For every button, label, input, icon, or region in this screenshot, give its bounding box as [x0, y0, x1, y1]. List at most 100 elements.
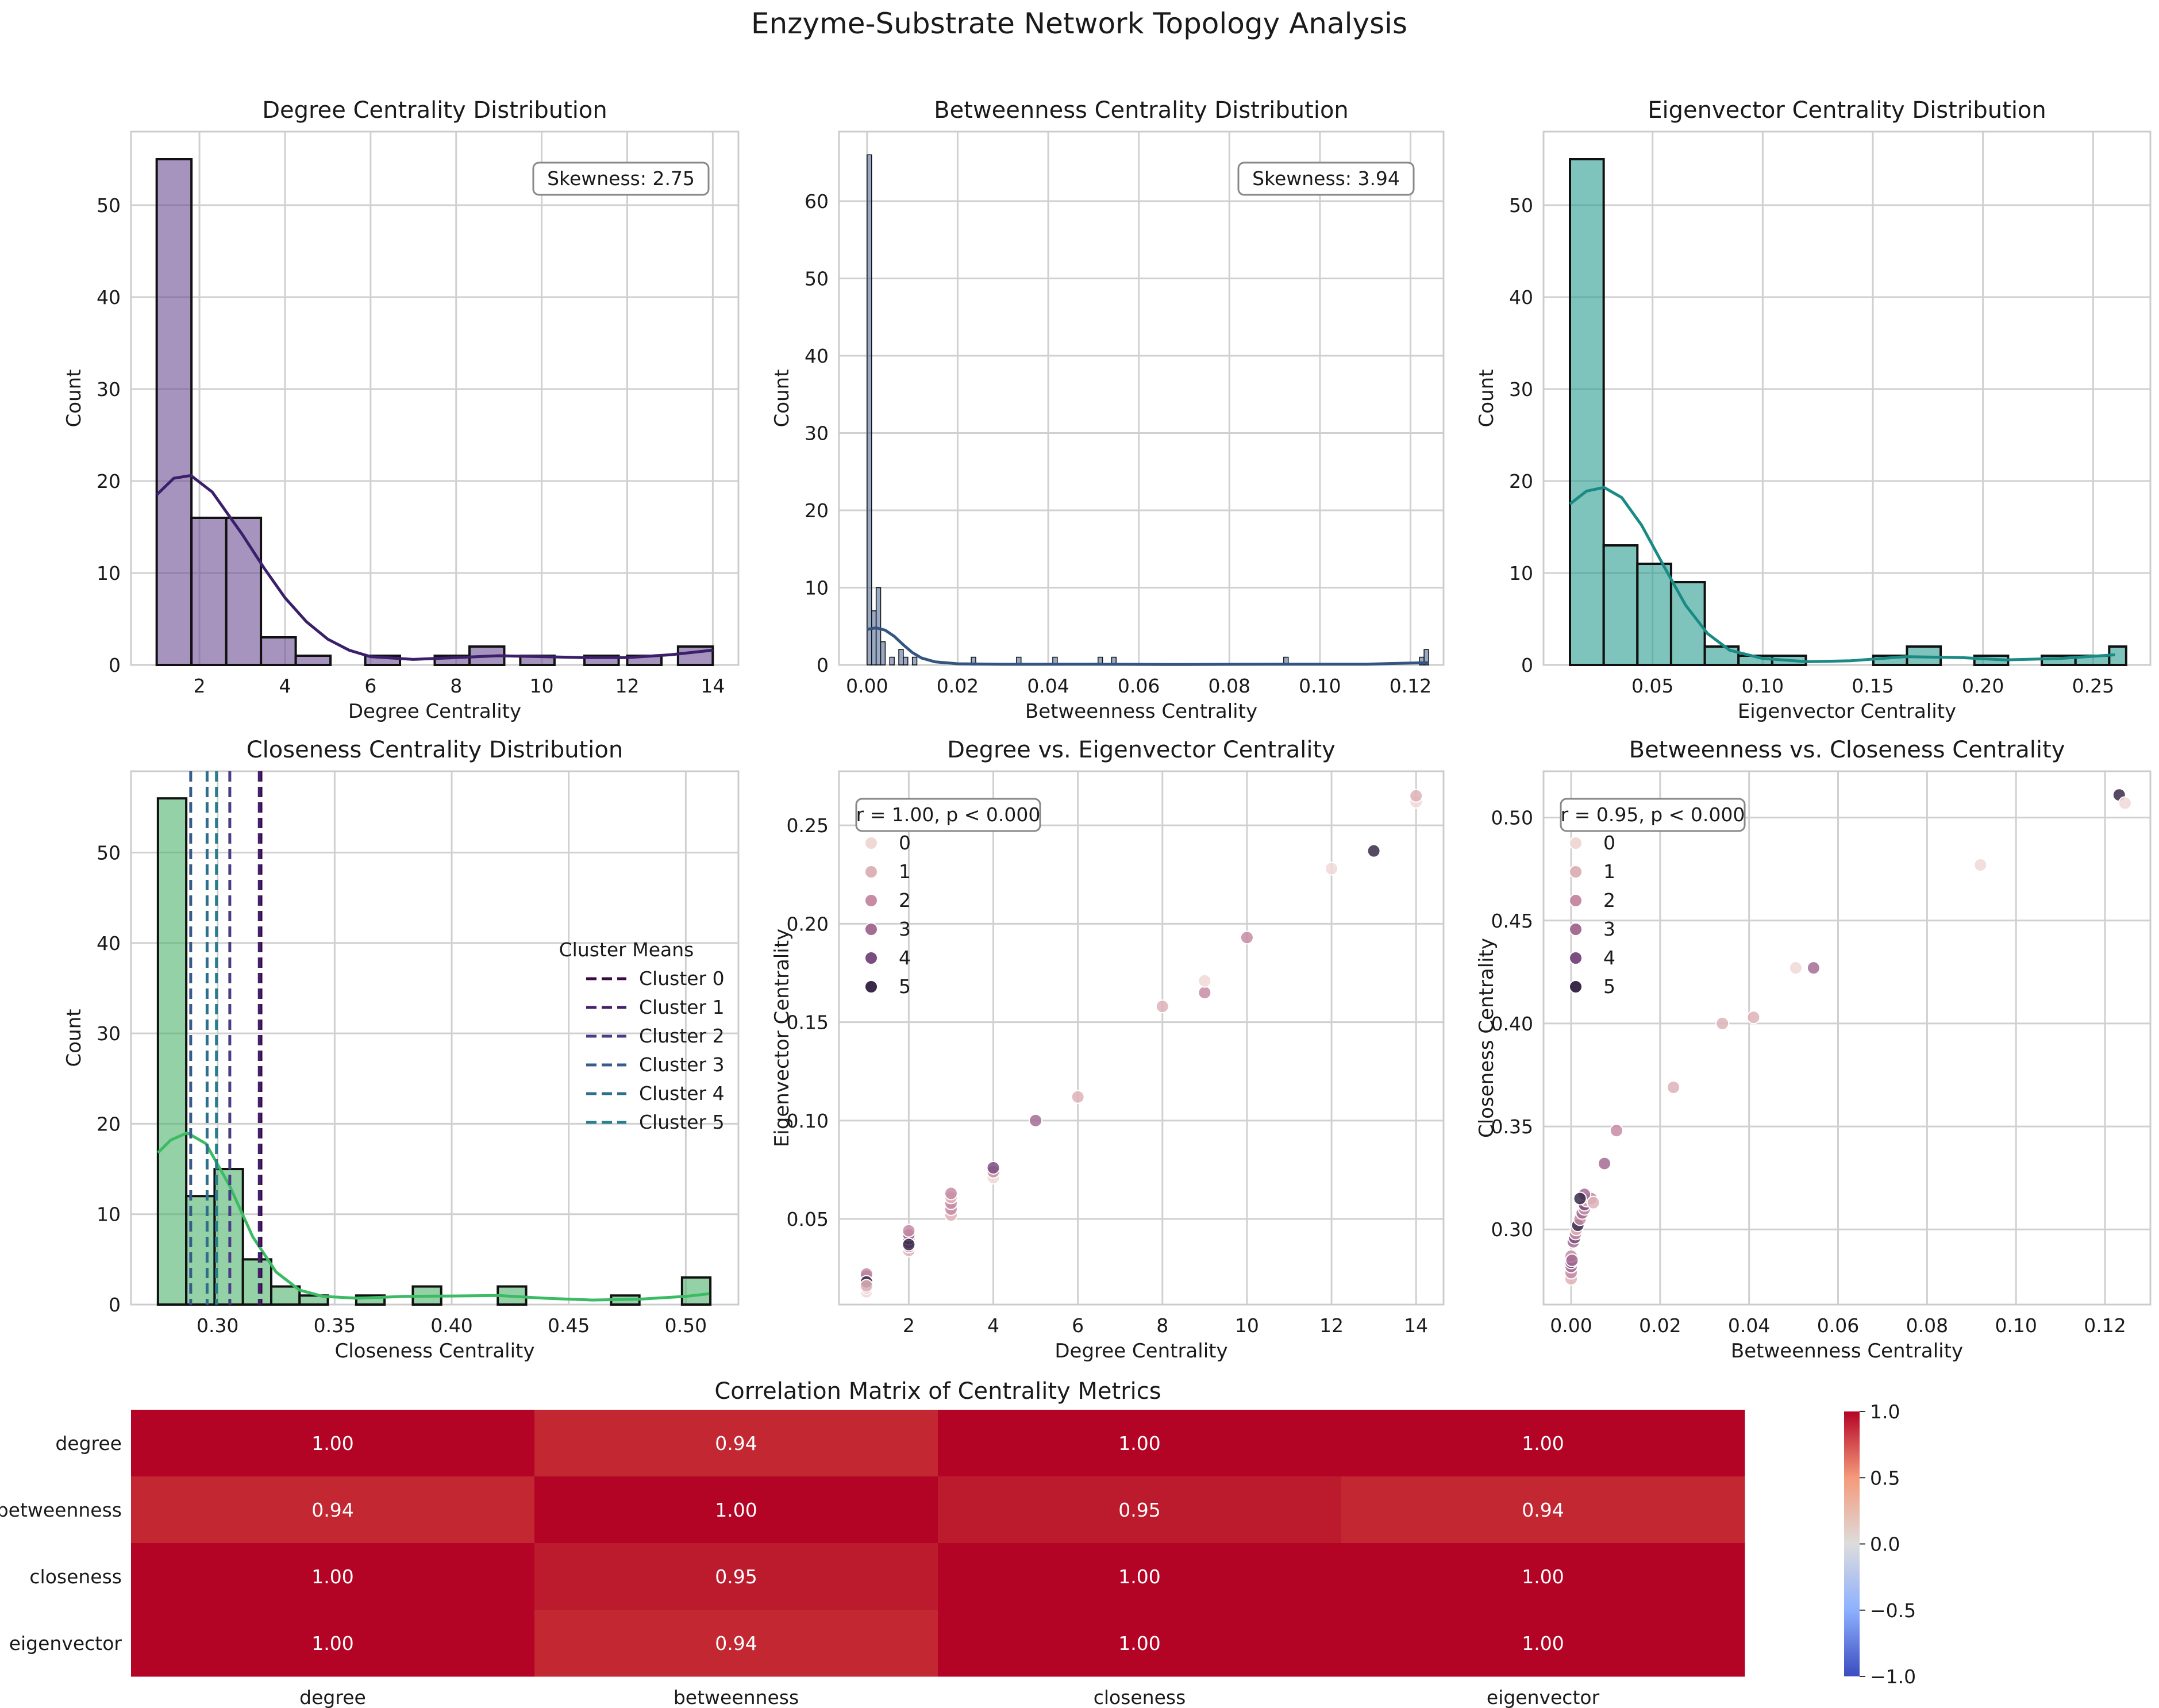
y-axis-label: Count: [63, 370, 86, 428]
y-tick-label: 40: [97, 286, 121, 309]
legend-marker: [1569, 922, 1583, 936]
y-tick-label: 0.30: [1491, 1218, 1533, 1241]
heatmap-cell-label: 0.94: [311, 1499, 353, 1521]
heatmap-cell: [938, 1610, 1342, 1677]
legend-marker: [1569, 951, 1583, 965]
legend-label: 5: [899, 975, 911, 998]
histogram-bar: [911, 656, 918, 665]
histogram-bar: [156, 797, 188, 1306]
annotation-box: [855, 798, 1041, 832]
legend-label: 0: [899, 832, 911, 854]
histogram-bar: [270, 1285, 301, 1306]
x-tick-label: 0.12: [2084, 1314, 2126, 1337]
x-tick-label: 0.10: [1299, 675, 1341, 697]
x-axis-label: Eigenvector Centrality: [1738, 700, 1956, 723]
y-tick-label: 10: [1509, 562, 1533, 584]
colorbar-tick-label: 0.5: [1870, 1467, 1900, 1489]
y-tick-label: 40: [97, 932, 121, 955]
histogram-bar: [298, 1294, 329, 1306]
scatter-point: [1409, 788, 1423, 803]
y-tick-label: 0: [109, 1294, 121, 1316]
y-tick-label: 50: [97, 842, 121, 864]
x-tick-label: 0.02: [937, 675, 979, 697]
histogram-bar: [1423, 649, 1429, 665]
y-tick-label: 0.05: [787, 1208, 829, 1230]
scatter-point: [1198, 974, 1212, 988]
x-tick-label: 0.15: [1852, 675, 1894, 697]
x-tick-label: 6: [364, 675, 376, 697]
heatmap-cell: [131, 1476, 535, 1544]
legend-marker: [1569, 836, 1583, 850]
y-tick-label: 0.25: [787, 814, 829, 837]
kde-curve: [867, 626, 1429, 666]
x-tick-label: 0.30: [197, 1314, 238, 1337]
y-tick-label: 0.40: [1491, 1013, 1533, 1035]
legend-label: 2: [1603, 889, 1615, 911]
kde-curve: [155, 474, 713, 661]
heatmap-cell: [938, 1476, 1342, 1544]
legend-label: Cluster 5: [639, 1111, 725, 1133]
plot-area: [839, 771, 1444, 1305]
x-tick-label: 0.25: [2072, 675, 2114, 697]
scatter-point: [1029, 1113, 1043, 1128]
heatmap-cell-label: 1.00: [1522, 1432, 1564, 1455]
legend-label: 1: [899, 860, 911, 883]
legend-label: Cluster 3: [639, 1053, 725, 1076]
histogram-bar: [880, 641, 886, 665]
figure-title: Enzyme-Substrate Network Topology Analys…: [751, 7, 1407, 40]
x-tick-label: 0.06: [1118, 675, 1160, 697]
heatmap-cell-label: 1.00: [311, 1565, 353, 1588]
x-tick-label: 0.35: [314, 1314, 356, 1337]
heatmap-cell: [1341, 1543, 1745, 1610]
heatmap-cell-label: 1.00: [1522, 1632, 1564, 1655]
y-tick-label: 30: [1509, 378, 1533, 401]
legend-cluster: cluster012345: [863, 811, 928, 998]
x-tick-label: 10: [530, 675, 554, 697]
scatter-point: [1788, 961, 1803, 975]
heatmap-cell: [534, 1476, 938, 1544]
plot-area: [1544, 771, 2150, 1305]
histogram-bar: [241, 1258, 272, 1306]
heatmap-cell-label: 1.00: [311, 1432, 353, 1455]
y-tick-label: 30: [805, 422, 829, 445]
legend-marker: [864, 865, 878, 879]
heatmap-cell-label: 1.00: [1522, 1565, 1564, 1588]
heatmap-row-label: closeness: [29, 1565, 122, 1588]
scatter-point: [1667, 1080, 1681, 1094]
x-tick-label: 14: [1404, 1314, 1428, 1337]
x-tick-label: 8: [450, 675, 462, 697]
y-tick-label: 0: [1521, 654, 1533, 676]
histogram-bar: [1636, 563, 1672, 666]
x-tick-label: 0.04: [1728, 1314, 1770, 1337]
scatter-point: [986, 1161, 1000, 1175]
legend-marker: [864, 922, 878, 936]
y-tick-label: 40: [805, 345, 829, 367]
x-tick-label: 0.04: [1027, 675, 1069, 697]
legend-label: Cluster 1: [639, 996, 725, 1018]
panel-title: Eigenvector Centrality Distribution: [1648, 97, 2046, 124]
y-tick-label: 0.35: [1491, 1115, 1533, 1138]
legend-label: 3: [1603, 918, 1615, 940]
legend-marker: [864, 836, 878, 850]
colorbar: [1844, 1411, 1860, 1676]
heatmap-cell-label: 1.00: [311, 1632, 353, 1655]
x-tick-label: 0.50: [665, 1314, 707, 1337]
x-tick-label: 6: [1072, 1314, 1084, 1337]
panel-eig: 0.05 0.10 0.15 0.20 0.25 0 10 20 30 40 50 Eigenvect…: [1475, 97, 2152, 723]
histogram-bar: [871, 610, 877, 665]
annotation-text: Skewness: 3.94: [1252, 167, 1400, 190]
scatter-point: [1715, 1016, 1730, 1030]
y-axis-label: Count: [1475, 370, 1498, 428]
y-tick-label: 30: [97, 1022, 121, 1045]
annotation-text: Skewness: 2.75: [547, 167, 695, 190]
y-tick-label: 0.20: [787, 913, 829, 935]
scatter-point: [1325, 861, 1339, 876]
scatter-point: [1367, 844, 1381, 858]
heatmap-col-label: betweenness: [674, 1686, 799, 1708]
x-tick-label: 0.08: [1906, 1314, 1948, 1337]
legend-marker: [864, 980, 878, 994]
y-tick-label: 0.10: [787, 1110, 829, 1132]
panel-bet: 0.00 0.02 0.04 0.06 0.08 0.10 0.12 0 10 20 30 40 50 6…: [771, 97, 1445, 723]
legend-label: 1: [1603, 860, 1615, 883]
scatter-point: [1573, 1191, 1587, 1206]
